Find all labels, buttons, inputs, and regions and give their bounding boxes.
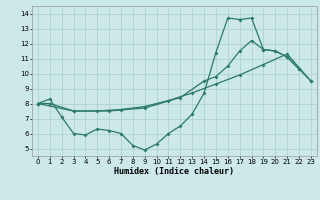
X-axis label: Humidex (Indice chaleur): Humidex (Indice chaleur) (115, 167, 234, 176)
